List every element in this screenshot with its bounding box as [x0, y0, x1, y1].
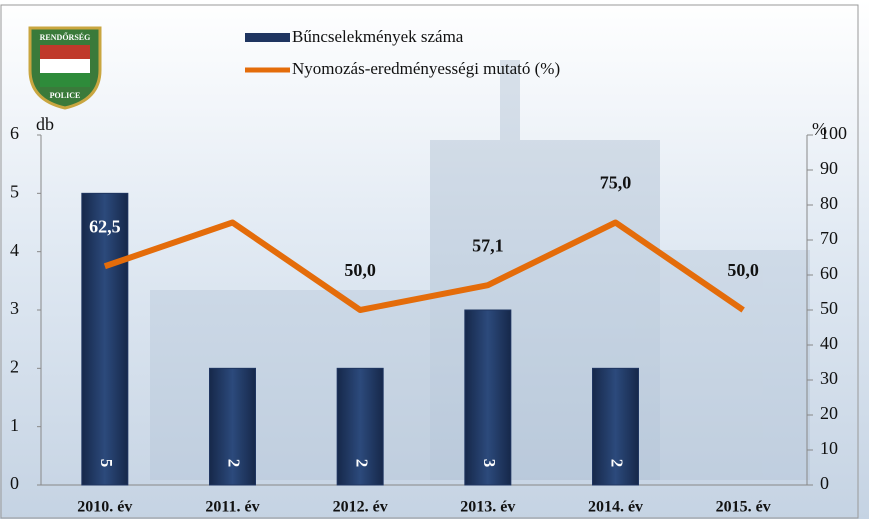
bar-label: 2: [352, 459, 371, 468]
data-label: 50,0: [727, 260, 759, 280]
legend-label: Nyomozás-eredményességi mutató (%): [292, 59, 560, 78]
bar: [464, 309, 512, 486]
data-label: 57,1: [472, 235, 504, 255]
bar: [209, 367, 256, 486]
x-tick-label: 2011. év: [205, 499, 259, 516]
logo: RENDŐRSÉG POLICE: [28, 26, 102, 110]
legend-swatch-bar: [245, 33, 290, 42]
logo-top: RENDŐRSÉG: [40, 32, 91, 42]
y-tick-label: 6: [10, 123, 19, 143]
y2-tick-label: 0: [820, 473, 829, 493]
legend-label: Bűncselekmények száma: [292, 27, 464, 46]
x-tick-label: 2013. év: [460, 499, 515, 516]
y2-axis-label: %: [812, 119, 827, 139]
y-tick-label: 3: [10, 298, 19, 318]
x-tick-label: 2012. év: [333, 499, 388, 516]
bar: [592, 367, 639, 486]
y-tick-label: 0: [10, 473, 19, 493]
y-tick-label: 2: [10, 356, 19, 376]
data-label: 75,0: [600, 173, 632, 193]
x-tick-label: 2015. év: [716, 499, 771, 516]
data-label: 50,0: [344, 260, 376, 280]
y2-tick-label: 20: [820, 403, 838, 423]
bar-label: 2: [225, 459, 244, 468]
y2-tick-label: 10: [820, 438, 838, 458]
y2-tick-label: 40: [820, 333, 838, 353]
y2-tick-label: 60: [820, 263, 838, 283]
bar-label: 2: [608, 459, 627, 468]
x-tick-label: 2010. év: [77, 499, 132, 516]
y2-tick-label: 90: [820, 158, 838, 178]
x-tick-label: 2014. év: [588, 499, 643, 516]
y-tick-label: 4: [10, 240, 19, 260]
y-tick-label: 5: [10, 181, 19, 201]
y2-tick-label: 70: [820, 228, 838, 248]
bar-label: 5: [97, 459, 116, 468]
y2-tick-label: 30: [820, 368, 838, 388]
y2-tick-label: 80: [820, 193, 838, 213]
frame: [0, 4, 859, 519]
line: [103, 219, 745, 313]
data-label: 62,5: [89, 216, 121, 236]
bar-label: 3: [480, 459, 499, 468]
y2-tick-label: 100: [820, 123, 847, 143]
y-axis-label: db: [36, 114, 54, 134]
y-tick-label: 1: [10, 415, 19, 435]
y2-tick-label: 50: [820, 298, 838, 318]
bar: [336, 367, 384, 486]
bar: [81, 192, 129, 486]
logo-bottom: POLICE: [50, 91, 81, 100]
